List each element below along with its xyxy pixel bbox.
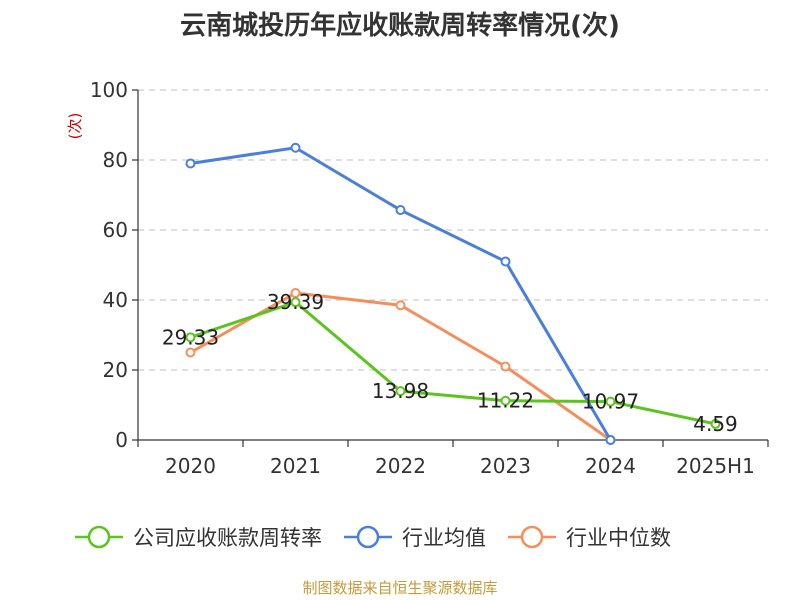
data-point	[500, 256, 511, 267]
data-point	[395, 300, 406, 311]
x-tick-label: 2020	[165, 454, 216, 478]
legend-item: 行业均值	[344, 525, 486, 550]
data-point	[605, 396, 616, 407]
legend-item: 行业中位数	[508, 525, 671, 550]
data-labels: 29.33 39.39 13.98 11.22 10.97 4.59	[162, 290, 738, 436]
data-point	[290, 288, 301, 298]
data-point	[290, 142, 301, 153]
y-axis-label: (次)	[66, 113, 84, 140]
y-tick-label: 100	[90, 78, 128, 102]
x-tick-label: 2023	[480, 454, 531, 478]
x-tick-label: 2025H1	[676, 454, 755, 478]
data-label: 13.98	[372, 379, 429, 403]
y-tick-label: 20	[103, 358, 128, 382]
legend-swatch-marker	[356, 525, 380, 549]
y-tick-label: 0	[115, 428, 128, 452]
data-point	[395, 205, 406, 216]
data-point	[185, 158, 196, 169]
x-tick-label: 2022	[375, 454, 426, 478]
data-point	[710, 418, 721, 429]
x-tick-label: 2021	[270, 454, 321, 478]
data-point	[185, 347, 196, 358]
y-tick-label: 80	[103, 148, 128, 172]
gridlines	[138, 89, 768, 371]
legend-swatch-marker	[520, 525, 544, 549]
axes: 0 20 40 60 80 100 2020 2021 2022 2023 2024 2025H1	[90, 78, 769, 478]
series-layer	[185, 142, 721, 445]
data-point	[500, 395, 511, 406]
legend-item: 公司应收账款周转率	[75, 525, 322, 550]
chart-title: 云南城投历年应收账款周转率情况(次)	[180, 10, 620, 41]
legend-label: 行业均值	[402, 526, 486, 550]
data-point	[290, 297, 301, 308]
y-tick-label: 40	[103, 288, 128, 312]
data-point	[605, 435, 616, 445]
legend-swatch-marker	[87, 525, 111, 549]
y-tick-label: 60	[103, 218, 128, 242]
data-point	[500, 361, 511, 372]
legend: 公司应收账款周转率 行业均值 行业中位数	[75, 525, 671, 550]
data-label: 10.97	[582, 390, 639, 414]
x-tick-label: 2024	[585, 454, 636, 478]
data-label: 4.59	[693, 412, 738, 436]
legend-label: 公司应收账款周转率	[133, 526, 322, 550]
source-note: 制图数据来自恒生聚源数据库	[302, 579, 497, 597]
data-label: 11.22	[477, 389, 534, 413]
series-line	[189, 300, 717, 426]
data-label: 39.39	[267, 290, 324, 314]
data-label: 29.33	[162, 325, 219, 349]
data-point	[395, 386, 406, 397]
legend-label: 行业中位数	[566, 526, 671, 550]
data-point	[185, 332, 196, 343]
